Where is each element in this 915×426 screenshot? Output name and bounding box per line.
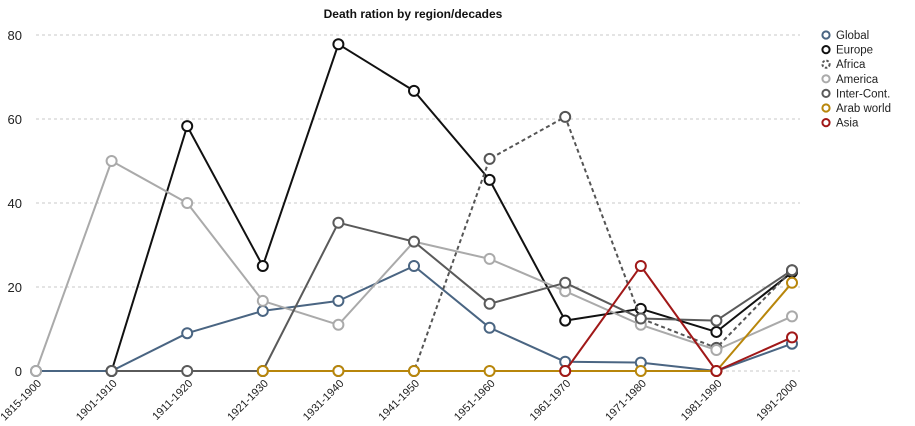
legend-label: Arab world <box>836 103 891 115</box>
legend-marker <box>821 103 831 113</box>
x-axis-ticks: 1815-1900 1901-1910 1911-1920 1921-1930 1931… <box>0 378 800 424</box>
data-point-africa <box>559 110 572 123</box>
legend-label: Europe <box>836 45 873 57</box>
data-point-global <box>181 327 194 340</box>
data-point-america <box>105 155 118 167</box>
x-tick-label: 1981-1990 <box>679 378 725 424</box>
data-point-arab-world <box>634 365 647 377</box>
legend-marker <box>821 30 831 40</box>
data-point-europe <box>408 84 420 97</box>
x-tick-label: 1961-1970 <box>528 378 574 424</box>
legend-marker <box>821 59 831 69</box>
x-tick-label: 1911-1920 <box>150 378 195 423</box>
data-point-america <box>30 365 42 377</box>
x-tick-label: 1941-1950 <box>376 378 422 424</box>
data-point-asia <box>710 365 723 377</box>
legend-label: Global <box>836 30 869 42</box>
data-point-inter-cont <box>105 365 118 377</box>
legend-item-europe: Europe <box>821 45 873 57</box>
data-point-europe <box>332 38 345 51</box>
legend-label: Asia <box>836 118 859 130</box>
data-point-arab-world <box>408 365 420 377</box>
chart-title: Death ration by region/decades <box>324 7 503 21</box>
data-point-inter-cont <box>181 365 194 377</box>
legend-item-global: Global <box>821 30 869 42</box>
series-line-asia <box>564 265 793 372</box>
x-tick-label: 1991-2000 <box>754 378 800 424</box>
legend-item-africa: Africa <box>821 59 866 71</box>
data-point-asia <box>634 260 647 272</box>
x-tick-label: 1901-1910 <box>74 378 120 424</box>
x-tick-label: 1921-1930 <box>225 378 271 424</box>
data-point-america <box>786 310 798 323</box>
y-tick-label: 60 <box>8 112 22 127</box>
data-point-america <box>332 318 345 331</box>
data-point-inter-cont <box>786 264 798 277</box>
legend: Global Europe Africa America Inter-Cont. Arab… <box>821 30 891 130</box>
data-point-america <box>256 294 269 307</box>
x-tick-label: 1815-1900 <box>0 378 44 424</box>
data-point-arab-world <box>483 365 496 377</box>
series-line-arab-world <box>262 282 793 372</box>
legend-item-inter-cont: Inter-Cont. <box>821 88 890 100</box>
series-layer <box>30 38 798 377</box>
y-tick-label: 40 <box>8 196 22 211</box>
data-point-arab-world <box>332 365 345 377</box>
legend-label: Inter-Cont. <box>836 88 890 100</box>
y-tick-label: 20 <box>8 280 22 295</box>
legend-item-arab-world: Arab world <box>821 103 891 115</box>
data-point-america <box>181 197 194 209</box>
data-point-europe <box>710 325 723 338</box>
legend-label: Africa <box>836 59 866 71</box>
x-tick-label: 1931-1940 <box>301 378 347 424</box>
legend-label: America <box>836 74 879 86</box>
series-asia <box>559 260 798 377</box>
data-point-arab-world <box>256 365 269 377</box>
data-point-inter-cont <box>634 312 647 325</box>
data-point-asia <box>786 331 798 344</box>
data-point-europe <box>181 120 194 133</box>
data-point-global <box>256 304 269 317</box>
data-point-global <box>408 260 420 272</box>
data-point-arab-world <box>786 276 798 289</box>
data-point-europe <box>559 314 572 327</box>
legend-marker <box>821 88 831 99</box>
y-tick-label: 80 <box>8 28 22 43</box>
data-point-inter-cont <box>483 297 496 310</box>
y-tick-label: 0 <box>15 364 22 379</box>
data-point-global <box>483 321 496 334</box>
legend-item-america: America <box>821 74 879 86</box>
legend-marker <box>821 45 831 55</box>
data-point-inter-cont <box>408 235 420 248</box>
data-point-europe <box>256 260 269 272</box>
x-tick-label: 1951-1960 <box>452 378 498 424</box>
data-point-america <box>710 344 723 356</box>
x-tick-label: 1971-1980 <box>603 378 649 424</box>
legend-marker <box>821 74 831 84</box>
data-point-asia <box>559 365 572 377</box>
data-point-global <box>332 294 345 307</box>
data-point-inter-cont <box>710 314 723 327</box>
series-global <box>30 260 798 377</box>
data-point-inter-cont <box>332 216 345 229</box>
data-point-america <box>483 252 496 265</box>
series-line-africa <box>262 115 793 372</box>
data-point-africa <box>483 152 496 165</box>
legend-marker <box>821 118 831 128</box>
data-point-inter-cont <box>559 276 572 289</box>
series-line-europe <box>110 43 793 372</box>
legend-item-asia: Asia <box>821 118 859 130</box>
data-point-europe <box>483 173 496 186</box>
